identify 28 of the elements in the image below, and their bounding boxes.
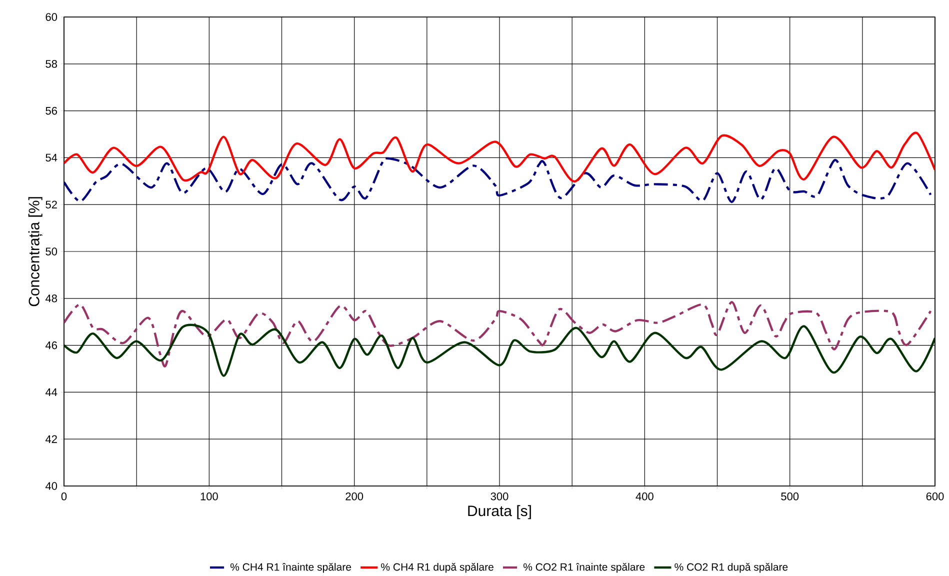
y-tick-label: 54 [46,154,58,162]
legend-label: % CO2 R1 înainte spălare [523,562,645,573]
x-tick-label: 0 [61,492,67,500]
y-tick-label: 58 [46,60,57,68]
y-tick-label: 46 [45,341,57,350]
x-tick-label: 300 [490,492,508,500]
x-tick-label: 600 [926,492,944,500]
legend-label: % CH4 R1 după spălare [381,562,494,573]
x-tick-label: 200 [346,492,364,500]
line-series [64,132,936,182]
y-tick-label: 48 [45,294,57,302]
y-tick-label: 42 [45,435,57,443]
y-tick-label: 40 [45,482,58,490]
line-series [64,157,932,204]
x-tick-label: 400 [636,492,654,500]
y-tick-label: 56 [46,106,57,115]
y-tick-label: 52 [46,200,57,208]
legend-label: % CO2 R1 după spălare [674,562,788,573]
x-tick-label: 500 [781,492,799,500]
line-series [64,324,936,377]
line-series [64,301,932,367]
x-tick-label: 100 [200,492,218,500]
legend-label: % CH4 R1 înainte spălare [230,562,352,573]
y-tick-label: 44 [45,388,58,396]
x-axis-title: Durata [s] [468,505,531,520]
y-axis-title: Concentrația [%] [28,197,42,306]
y-tick-label: 50 [46,248,58,256]
y-tick-label: 60 [46,13,58,21]
